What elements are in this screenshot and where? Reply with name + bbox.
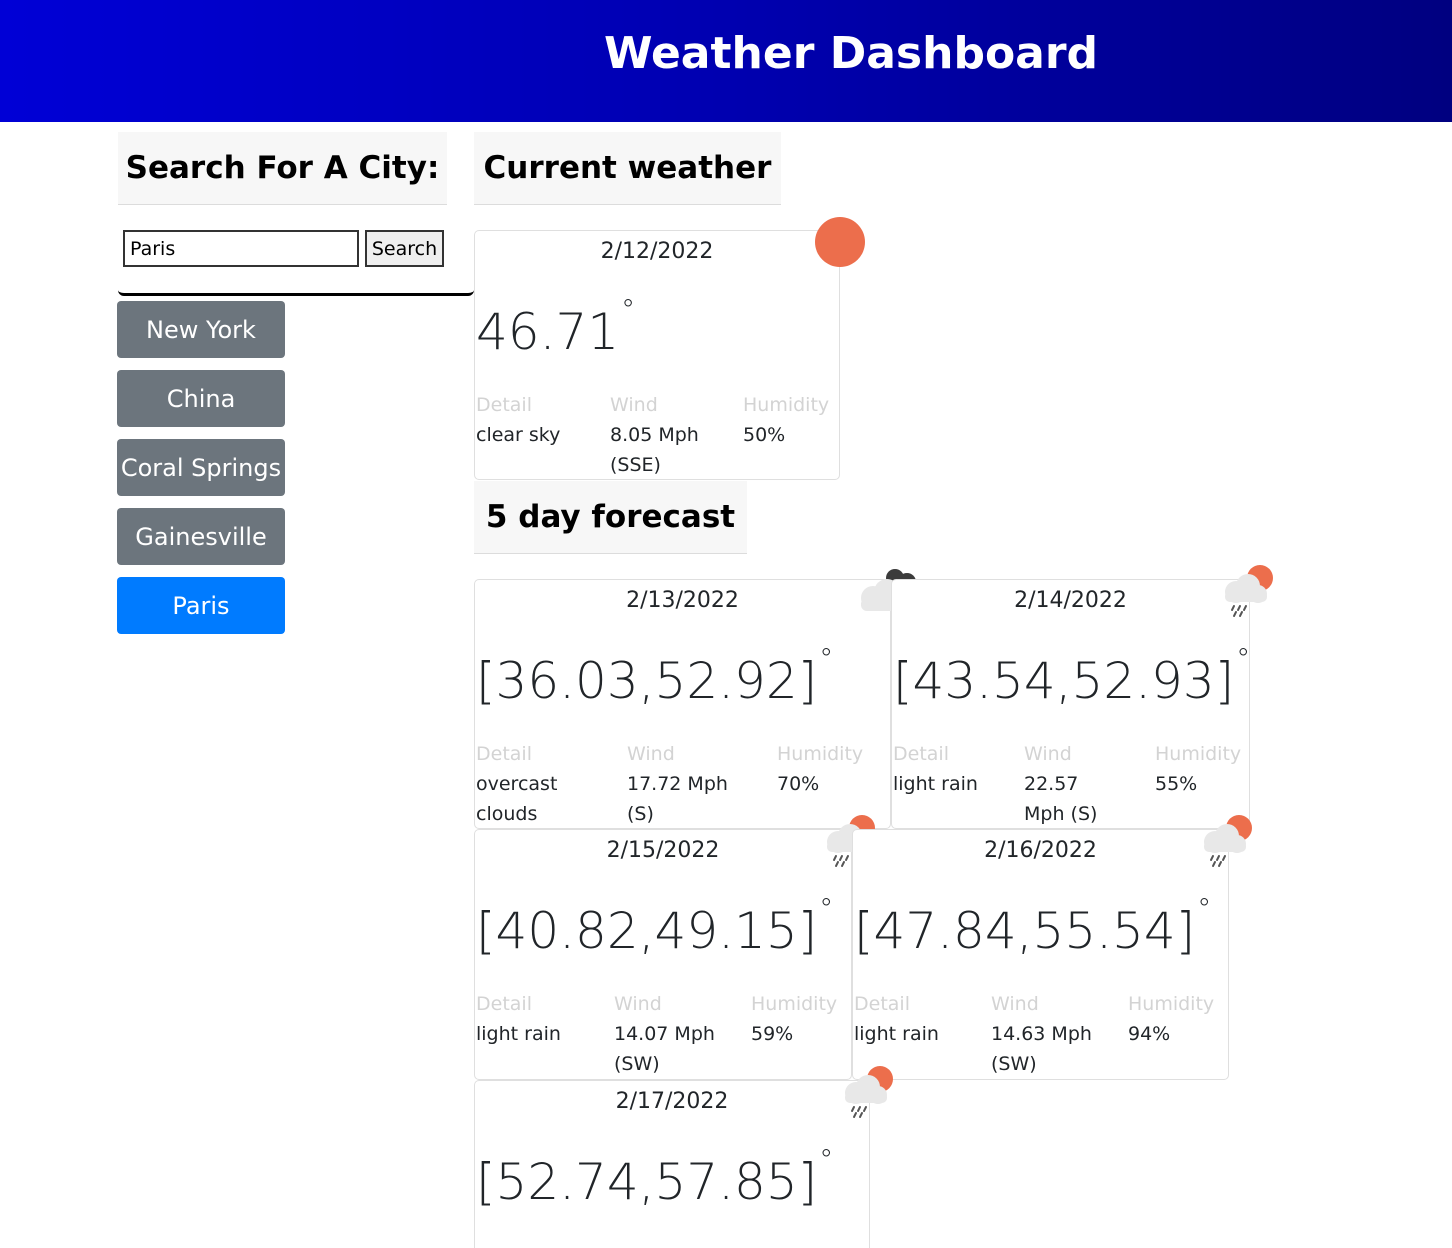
- current-temperature: 46.71°: [476, 293, 635, 361]
- detail-label: Detail: [476, 743, 532, 765]
- current-temp-value: 46.71: [476, 303, 620, 361]
- city-button-coral-springs[interactable]: Coral Springs: [117, 439, 285, 496]
- light-rain-icon: [845, 1066, 893, 1118]
- forecast-date: 2/15/2022: [606, 838, 720, 863]
- degree-symbol: °: [819, 892, 834, 925]
- forecast-wind: 22.57 Mph (S): [1024, 769, 1097, 829]
- current-humidity: 50%: [743, 424, 786, 446]
- degree-symbol: °: [1197, 892, 1212, 925]
- forecast-date: 2/14/2022: [1014, 588, 1127, 613]
- city-button-new-york[interactable]: New York: [117, 301, 285, 358]
- page-title: Weather Dashboard: [604, 28, 1099, 79]
- forecast-wind: 17.72 Mph (S): [627, 769, 728, 829]
- wind-direction: (S): [627, 803, 654, 825]
- forecast-humidity: 59%: [751, 1023, 794, 1045]
- forecast-temperature: [52.74,57.85]°: [476, 1143, 833, 1211]
- forecast-temperature: [36.03,52.92]°: [476, 642, 833, 710]
- detail-label: Detail: [476, 993, 532, 1015]
- humidity-label: Humidity: [777, 743, 864, 765]
- forecast-card-day-5: 2/17/2022 [52.74,57.85]°: [474, 1080, 870, 1248]
- detail-label: Detail: [476, 394, 532, 416]
- humidity-label: Humidity: [1128, 993, 1215, 1015]
- forecast-humidity: 55%: [1155, 773, 1198, 795]
- wind-speed: 14.07 Mph: [614, 1023, 715, 1045]
- forecast-humidity: 70%: [777, 773, 820, 795]
- current-detail: clear sky: [476, 424, 561, 446]
- forecast-detail: light rain: [476, 1019, 561, 1049]
- search-panel-title: Search For A City:: [118, 132, 447, 205]
- forecast-temperature: [43.54,52.93]°: [893, 642, 1250, 710]
- forecast-temp-range: [43.54,52.93]: [893, 652, 1235, 710]
- forecast-wind: 14.63 Mph (SW): [991, 1019, 1092, 1079]
- forecast-card-day-2: 2/14/2022 [43.54,52.93]° Detail Wind Hum…: [891, 579, 1250, 829]
- humidity-label: Humidity: [1155, 743, 1242, 765]
- wind-label: Wind: [991, 993, 1039, 1015]
- city-button-china[interactable]: China: [117, 370, 285, 427]
- search-form: Search: [118, 216, 474, 296]
- current-date: 2/12/2022: [600, 239, 714, 264]
- detail-label: Detail: [893, 743, 949, 765]
- wind-direction: (SW): [614, 1053, 660, 1075]
- app-header: Weather Dashboard: [0, 0, 1452, 122]
- detail-line-1: light rain: [893, 773, 978, 795]
- city-search-input[interactable]: [123, 230, 359, 267]
- forecast-date: 2/13/2022: [626, 588, 739, 613]
- forecast-temp-range: [40.82,49.15]: [476, 902, 818, 960]
- humidity-label: Humidity: [743, 394, 830, 416]
- wind-label: Wind: [1024, 743, 1072, 765]
- detail-line-1: overcast: [476, 773, 558, 795]
- forecast-temp-range: [52.74,57.85]: [476, 1153, 818, 1211]
- current-wind: 8.05 Mph (SSE): [610, 420, 699, 480]
- humidity-label: Humidity: [751, 993, 838, 1015]
- degree-symbol: °: [819, 1143, 834, 1176]
- detail-line-1: light rain: [476, 1023, 561, 1045]
- city-button-gainesville[interactable]: Gainesville: [117, 508, 285, 565]
- forecast-temp-range: [36.03,52.92]: [476, 652, 818, 710]
- detail-label: Detail: [854, 993, 910, 1015]
- current-weather-card: 2/12/2022 46.71° Detail Wind Humidity cl…: [474, 230, 840, 480]
- forecast-card-day-3: 2/15/2022 [40.82,49.15]° Detail Wind Hum…: [474, 829, 852, 1080]
- light-rain-icon: [1204, 815, 1252, 867]
- degree-symbol: °: [819, 642, 834, 675]
- forecast-detail: light rain: [854, 1019, 939, 1049]
- forecast-temperature: [40.82,49.15]°: [476, 892, 833, 960]
- wind-direction: Mph (S): [1024, 803, 1098, 825]
- wind-speed: 14.63 Mph: [991, 1023, 1092, 1045]
- forecast-date: 2/16/2022: [984, 838, 1097, 863]
- clear-sky-sun-icon: [815, 217, 865, 267]
- wind-label: Wind: [627, 743, 675, 765]
- degree-symbol: °: [621, 293, 636, 326]
- wind-speed: 22.57: [1024, 773, 1079, 795]
- forecast-humidity: 94%: [1128, 1023, 1171, 1045]
- forecast-card-day-1: 2/13/2022 [36.03,52.92]° Detail Wind Hum…: [474, 579, 891, 829]
- light-rain-icon: [1225, 565, 1273, 617]
- current-wind-speed: 8.05 Mph: [610, 424, 699, 446]
- detail-line-1: light rain: [854, 1023, 939, 1045]
- wind-label: Wind: [614, 993, 662, 1015]
- forecast-wind: 14.07 Mph (SW): [614, 1019, 715, 1079]
- wind-direction: (SW): [991, 1053, 1037, 1075]
- forecast-date: 2/17/2022: [615, 1089, 729, 1114]
- wind-speed: 17.72 Mph: [627, 773, 728, 795]
- forecast-card-day-4: 2/16/2022 [47.84,55.54]° Detail Wind Hum…: [852, 829, 1229, 1080]
- current-weather-title: Current weather: [474, 132, 781, 205]
- degree-symbol: °: [1236, 642, 1251, 675]
- city-button-paris[interactable]: Paris: [117, 577, 285, 634]
- forecast-temp-range: [47.84,55.54]: [854, 902, 1196, 960]
- forecast-temperature: [47.84,55.54]°: [854, 892, 1211, 960]
- forecast-detail: light rain: [893, 769, 978, 799]
- forecast-detail: overcast clouds: [476, 769, 557, 829]
- detail-line-2: clouds: [476, 803, 538, 825]
- current-wind-direction: (SSE): [610, 454, 661, 476]
- wind-label: Wind: [610, 394, 658, 416]
- search-button[interactable]: Search: [365, 230, 444, 267]
- forecast-title: 5 day forecast: [474, 481, 747, 554]
